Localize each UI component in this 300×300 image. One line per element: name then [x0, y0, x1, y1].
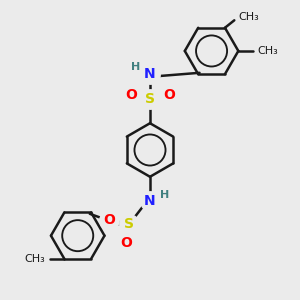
- Text: S: S: [124, 217, 134, 231]
- Text: O: O: [125, 88, 137, 102]
- Text: O: O: [163, 88, 175, 102]
- Text: CH₃: CH₃: [25, 254, 46, 264]
- Text: H: H: [160, 190, 169, 200]
- Text: O: O: [120, 236, 132, 250]
- Text: H: H: [131, 62, 140, 72]
- Text: CH₃: CH₃: [238, 12, 259, 22]
- Text: O: O: [103, 213, 115, 226]
- Text: S: S: [145, 92, 155, 106]
- Text: N: N: [144, 67, 156, 81]
- Text: N: N: [144, 194, 156, 208]
- Text: CH₃: CH₃: [257, 46, 278, 56]
